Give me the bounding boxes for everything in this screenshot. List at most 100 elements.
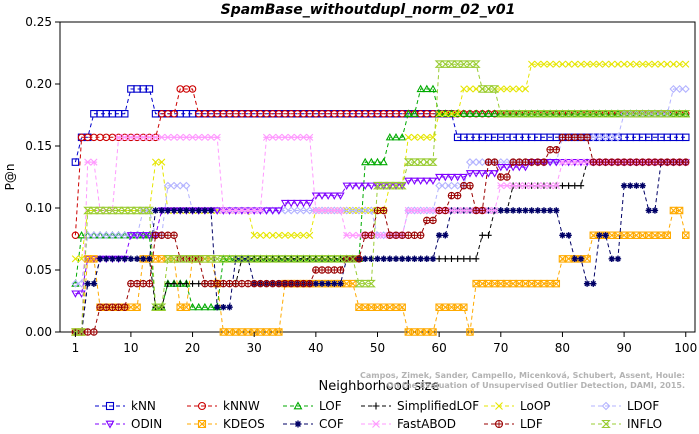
data-point-ldof [89,231,98,240]
data-point-loop [620,60,628,68]
data-point-ldf-cross [331,266,338,274]
data-point-simplifiedlof [577,182,585,189]
y-axis-label: P@n [3,164,17,191]
data-point-loop [472,85,480,93]
data-point-ldf-cross [491,158,498,166]
data-point-odin [330,192,339,200]
data-point-cof [596,232,603,239]
legend-label: COF [319,417,344,431]
data-point-odin [280,199,290,208]
data-point-ldof [71,279,80,288]
data-point-cof [620,182,628,189]
data-point-fastabod [466,206,474,215]
data-point-simplifiedlof [571,182,578,189]
data-point-cof [522,207,529,214]
data-point-ldof [429,206,437,215]
data-point-lof [478,109,487,117]
data-point-lof [422,84,431,93]
data-point-ldof [361,206,370,215]
data-point-loop [460,85,468,93]
legend-marker-cross [495,420,503,428]
data-point-simplifiedlof [460,255,468,263]
data-point-ldof [435,181,444,190]
data-point-inflo [157,303,167,311]
data-point-ldf-cross [380,207,387,214]
data-point-fastabod [201,133,209,141]
data-point-lof [206,302,216,311]
data-point-loop [299,231,308,239]
data-point-cof [84,280,91,287]
data-point-ldof [330,206,339,215]
data-point-ldof [441,181,450,190]
data-point-ldf-cross [522,158,529,166]
data-point-ldof [478,158,487,167]
data-point-loop [558,60,567,68]
data-point-inflo [631,110,641,118]
data-point-loop [682,60,690,68]
data-point-inflo [446,60,457,68]
data-point-lof [410,109,419,117]
data-point-fastabod [373,231,382,239]
data-point-lof [453,109,462,117]
data-point-odin [465,170,475,178]
data-point-cof [633,182,640,189]
data-point-ldf-cross [405,232,412,239]
data-point-inflo [95,206,105,215]
data-point-loop [367,206,375,215]
data-point-ldf-cross [583,134,591,141]
data-point-ldf-cross [294,280,301,287]
data-point-cof [509,207,517,214]
data-point-fastabod [349,231,357,239]
legend-label: KDEOS [223,417,265,431]
data-point-inflo [490,85,500,93]
data-point-ldf-cross [417,232,424,239]
data-point-odin [274,207,283,215]
data-point-loop [645,60,653,68]
data-point-lof [379,157,388,166]
data-point-lof [490,109,499,117]
data-point-odin [453,173,462,182]
data-point-fastabod [158,133,166,141]
series-lof [71,84,690,311]
data-point-cof [497,207,505,214]
legend-item-knn: kNN [95,399,156,413]
data-point-inflo [662,110,672,118]
plot-frame [59,21,696,333]
data-point-simplifiedlof [170,280,178,287]
data-point-kdeos [398,303,406,311]
data-point-loop [466,85,474,93]
data-point-ldf-cross [257,280,264,287]
data-point-fastabod [330,206,338,215]
data-point-cof [133,255,141,263]
data-point-fastabod [207,133,215,141]
x-tick-label: 20 [185,341,200,355]
data-point-ldf-cross [534,158,541,166]
data-point-ldf-cross [590,158,597,166]
x-tick-label: 70 [493,341,508,355]
series-inflo [70,60,691,336]
data-point-loop [250,231,258,239]
data-point-fastabod [410,206,419,215]
data-point-lof [194,302,203,311]
data-point-ldf-cross [516,158,523,166]
data-point-ldf-cross [645,158,652,166]
data-point-inflo [144,206,154,215]
data-point-inflo [101,206,111,215]
data-point-inflo [594,110,604,118]
data-point-loop [71,255,80,263]
data-point-cof [565,232,572,239]
data-point-fastabod [583,158,591,166]
series-line-ldof [75,88,686,285]
data-point-inflo [262,255,272,263]
data-point-inflo [274,255,284,263]
data-point-cof [590,280,597,287]
data-point-ldf-cross [620,158,628,166]
data-point-knn [120,110,129,118]
data-point-ldf-cross [164,232,172,239]
data-point-cof [398,255,406,263]
data-point-ldof [281,206,290,215]
data-point-kdeos [682,231,690,240]
data-point-odin [126,232,136,240]
data-point-ldof [669,84,678,93]
data-point-inflo [650,110,660,118]
